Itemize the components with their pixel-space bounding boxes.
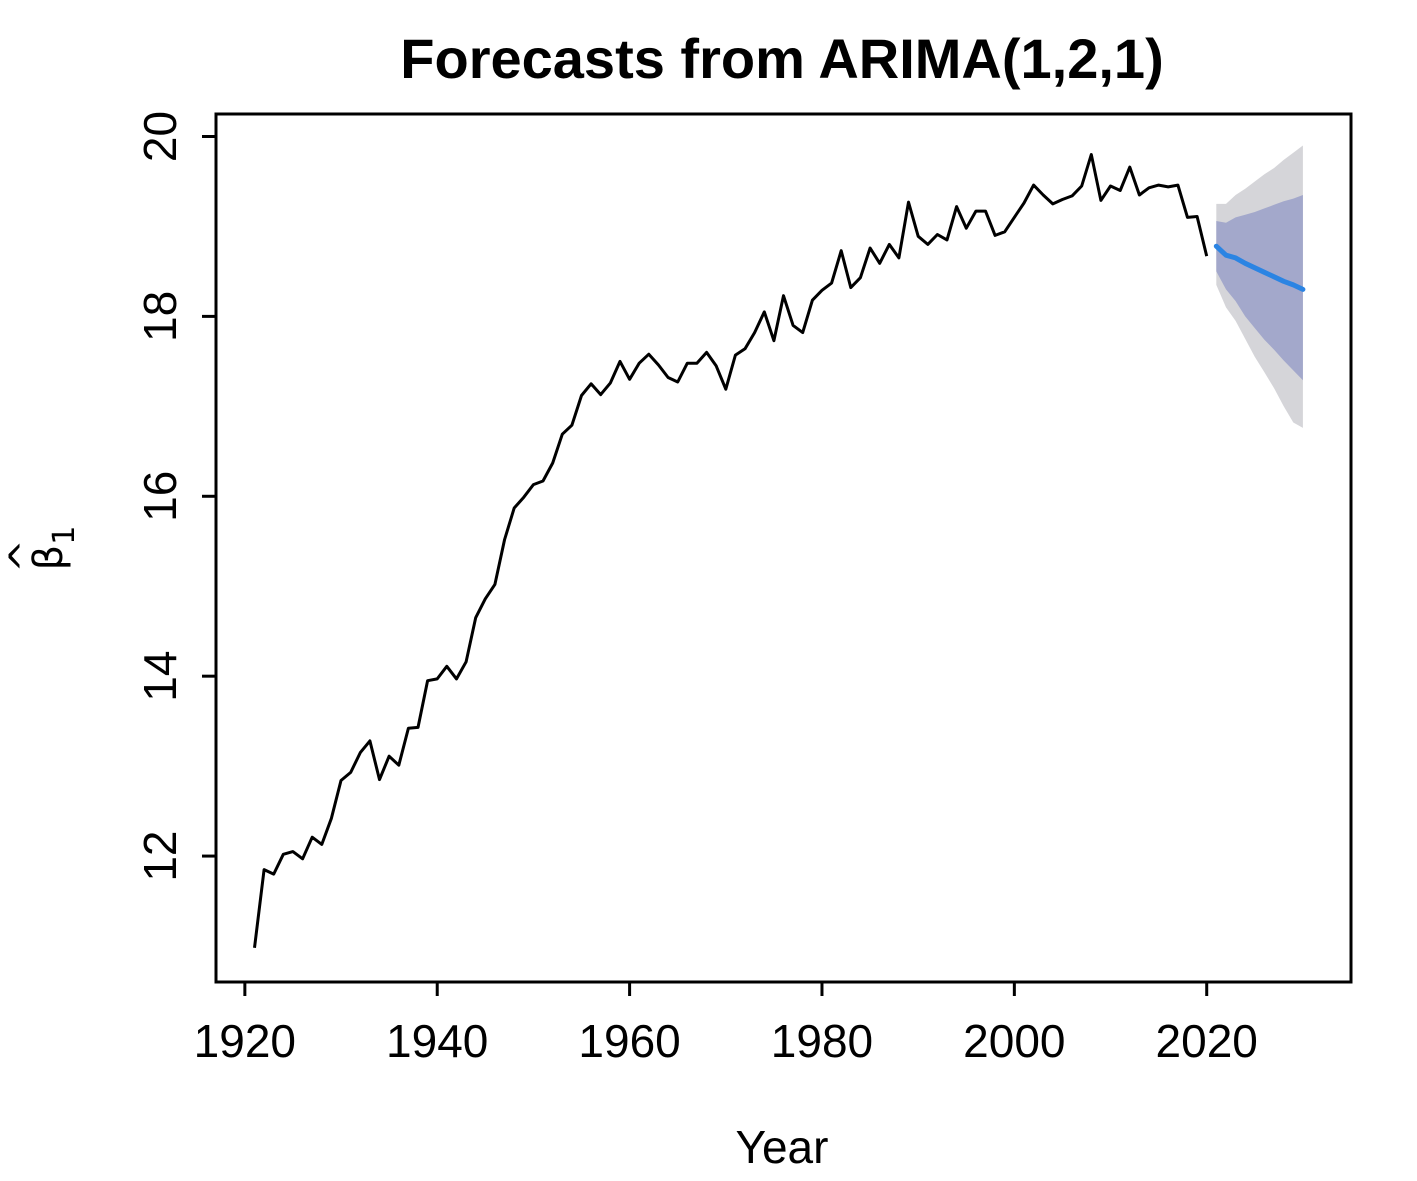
y-axis-title-sub: 1 <box>47 526 82 545</box>
x-tick-label: 1940 <box>386 1015 488 1067</box>
y-axis-title: β1 ^ <box>2 526 82 573</box>
forecast-series <box>1213 243 1306 292</box>
band-80-area <box>1216 195 1303 381</box>
y-tick-label: 18 <box>134 291 186 342</box>
plot-frame <box>214 112 1353 984</box>
forecast-line <box>1213 243 1306 292</box>
y-axis-title-text: β1 <box>26 526 82 571</box>
x-axis: 1920 1940 1960 1980 2000 2020 <box>194 980 1258 1067</box>
y-tick-label: 14 <box>134 651 186 702</box>
x-tick-label: 2000 <box>963 1015 1065 1067</box>
x-tick-label: 1980 <box>771 1015 873 1067</box>
x-tick-label: 1960 <box>578 1015 680 1067</box>
y-axis-title-hat: ^ <box>2 539 48 573</box>
x-tick-label: 1920 <box>194 1015 296 1067</box>
y-axis-title-base: β <box>26 545 72 571</box>
y-axis: 12 14 16 18 20 <box>134 111 218 882</box>
chart-title: Forecasts from ARIMA(1,2,1) <box>400 27 1163 90</box>
y-tick-label: 12 <box>134 830 186 881</box>
y-tick-label: 16 <box>134 471 186 522</box>
history-series <box>253 153 1209 948</box>
x-tick-label: 2020 <box>1156 1015 1258 1067</box>
y-tick-label: 20 <box>134 111 186 162</box>
observed-line <box>253 153 1209 948</box>
forecast-band-80 <box>1216 195 1303 381</box>
x-axis-title: Year <box>736 1121 829 1173</box>
